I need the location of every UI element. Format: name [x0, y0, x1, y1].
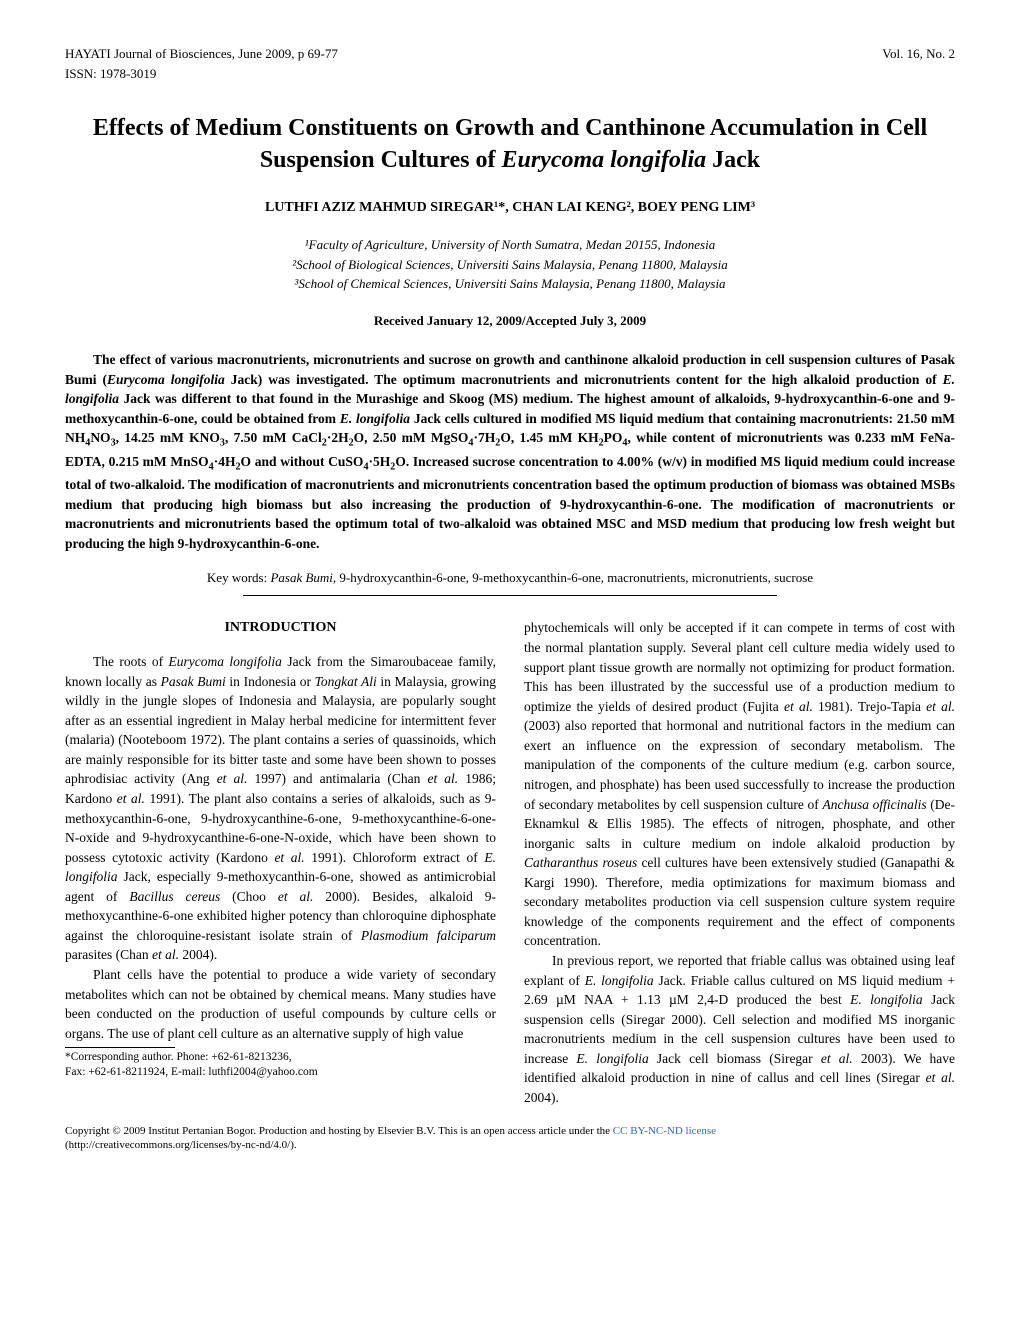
- affiliation-1: ¹Faculty of Agriculture, University of N…: [65, 235, 955, 255]
- left-column: INTRODUCTION The roots of Eurycoma longi…: [65, 618, 496, 1107]
- volume-issue: Vol. 16, No. 2: [882, 45, 955, 63]
- intro-para-1: The roots of Eurycoma longifolia Jack fr…: [65, 652, 496, 965]
- corresponding-author-footnote: *Corresponding author. Phone: +62-61-821…: [65, 1050, 496, 1080]
- affiliation-3: ³School of Chemical Sciences, Universiti…: [65, 274, 955, 294]
- license-url: (http://creativecommons.org/licenses/by-…: [65, 1139, 297, 1151]
- col2-para-1: phytochemicals will only be accepted if …: [524, 618, 955, 951]
- abstract: The effect of various macronutrients, mi…: [65, 350, 955, 553]
- license-link[interactable]: CC BY-NC-ND license: [613, 1125, 716, 1137]
- issn: ISSN: 1978-3019: [65, 65, 955, 83]
- received-accepted-dates: Received January 12, 2009/Accepted July …: [65, 312, 955, 330]
- footnote-line-1: *Corresponding author. Phone: +62-61-821…: [65, 1050, 496, 1065]
- intro-para-2: Plant cells have the potential to produc…: [65, 965, 496, 1043]
- copyright-text: Copyright © 2009 Institut Pertanian Bogo…: [65, 1125, 613, 1137]
- journal-name: HAYATI Journal of Biosciences, June 2009…: [65, 45, 338, 63]
- affiliations: ¹Faculty of Agriculture, University of N…: [65, 235, 955, 294]
- affiliation-2: ²School of Biological Sciences, Universi…: [65, 255, 955, 275]
- footnote-line-2: Fax: +62-61-8211924, E-mail: luthfi2004@…: [65, 1065, 496, 1080]
- authors: LUTHFI AZIZ MAHMUD SIREGAR¹*, CHAN LAI K…: [65, 198, 955, 218]
- keywords: Key words: Pasak Bumi, 9-hydroxycanthin-…: [65, 569, 955, 587]
- introduction-heading: INTRODUCTION: [65, 618, 496, 638]
- footnote-separator: [65, 1047, 175, 1048]
- copyright-footer: Copyright © 2009 Institut Pertanian Bogo…: [65, 1124, 955, 1153]
- separator-line: [243, 595, 777, 596]
- article-title: Effects of Medium Constituents on Growth…: [65, 113, 955, 175]
- right-column: phytochemicals will only be accepted if …: [524, 618, 955, 1107]
- col2-para-2: In previous report, we reported that fri…: [524, 951, 955, 1108]
